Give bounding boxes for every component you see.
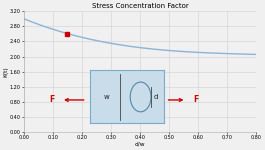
Text: F: F (193, 95, 198, 104)
X-axis label: d/w: d/w (135, 142, 145, 147)
Title: Stress Concentration Factor: Stress Concentration Factor (92, 3, 188, 9)
Text: F: F (49, 95, 54, 104)
Y-axis label: K(t): K(t) (3, 66, 8, 77)
